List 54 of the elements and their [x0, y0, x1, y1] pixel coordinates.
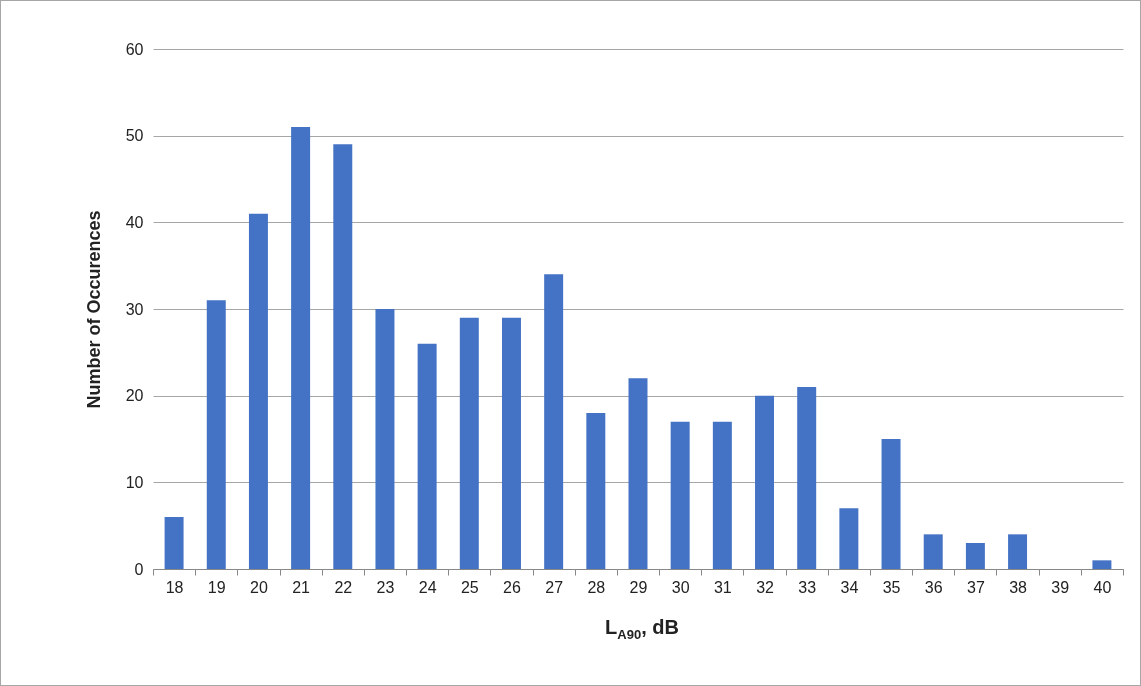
x-tick-label: 25 — [460, 578, 479, 596]
bar — [417, 343, 437, 569]
bar — [333, 144, 353, 569]
bar — [712, 421, 732, 569]
bar — [501, 317, 521, 569]
bar — [1008, 534, 1028, 569]
x-tick-label: 22 — [334, 578, 353, 596]
bar — [544, 274, 564, 569]
x-tick-label: 35 — [882, 578, 901, 596]
x-tick-label: 31 — [713, 578, 732, 596]
y-tick-label: 50 — [125, 127, 144, 145]
y-tick-label: 10 — [125, 473, 144, 491]
x-tick-label: 19 — [207, 578, 226, 596]
x-tick-label: 32 — [756, 578, 775, 596]
bar — [670, 421, 690, 569]
bar — [291, 127, 311, 569]
bar — [206, 300, 226, 569]
bar — [797, 387, 817, 569]
bar — [839, 508, 859, 569]
x-tick-label: 34 — [840, 578, 859, 596]
x-tick-label: 23 — [376, 578, 395, 596]
bar — [248, 213, 268, 569]
x-tick-label: 38 — [1009, 578, 1028, 596]
x-tick-label: 20 — [250, 578, 268, 596]
x-tick-label: 40 — [1093, 578, 1112, 596]
x-tick-label: 27 — [545, 578, 564, 596]
bar — [965, 543, 985, 569]
x-tick-label: 33 — [798, 578, 817, 596]
x-tick-label: 21 — [292, 578, 311, 596]
y-tick-label: 60 — [125, 40, 144, 58]
y-tick-label: 20 — [125, 387, 144, 405]
bar — [755, 395, 775, 569]
y-tick-label: 0 — [134, 560, 144, 578]
bar — [881, 439, 901, 569]
x-tick-label: 29 — [629, 578, 648, 596]
x-tick-label: 28 — [587, 578, 606, 596]
bar — [628, 378, 648, 569]
x-tick-label: 36 — [924, 578, 943, 596]
x-tick-label: 24 — [418, 578, 437, 596]
y-axis-title: Number of Occurences — [83, 210, 104, 409]
x-axis-title: L$_{A90}$, dB — [604, 616, 680, 642]
x-tick-label: 39 — [1051, 578, 1070, 596]
x-tick-label: 37 — [966, 578, 985, 596]
x-tick-label: 26 — [503, 578, 521, 596]
y-tick-label: 30 — [125, 300, 144, 318]
bar — [1092, 560, 1112, 569]
bar — [459, 317, 479, 569]
y-tick-label: 40 — [125, 213, 144, 231]
x-tick-label: 30 — [671, 578, 690, 596]
bar — [375, 309, 395, 569]
bar — [586, 413, 606, 569]
x-tick-label: 18 — [165, 578, 184, 596]
bar — [164, 517, 184, 569]
bar — [923, 534, 943, 569]
